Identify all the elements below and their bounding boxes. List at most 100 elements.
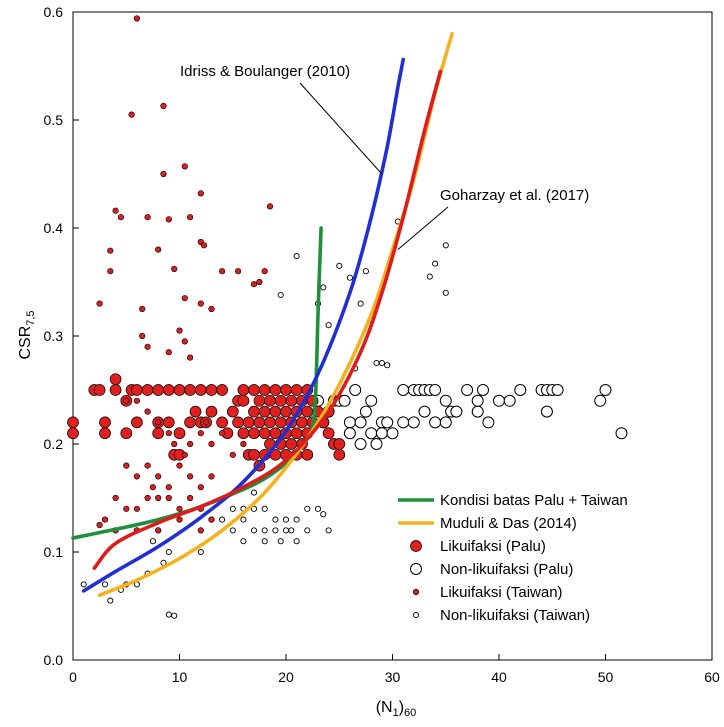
data-point bbox=[181, 295, 188, 302]
data-point bbox=[266, 203, 274, 210]
data-point bbox=[237, 384, 250, 396]
x-tick-label: 60 bbox=[704, 669, 720, 685]
data-point bbox=[144, 494, 151, 502]
curve-muduli-das-2014- bbox=[97, 31, 454, 597]
data-point bbox=[165, 430, 172, 437]
data-point bbox=[242, 416, 255, 429]
data-point bbox=[120, 427, 133, 440]
data-point bbox=[173, 427, 186, 440]
data-point bbox=[123, 505, 130, 512]
data-point bbox=[107, 597, 114, 604]
data-point bbox=[426, 273, 433, 280]
legend-item: Likuifaksi (Palu) bbox=[410, 538, 546, 555]
data-point bbox=[112, 207, 119, 214]
data-point bbox=[139, 332, 146, 340]
data-point bbox=[269, 384, 282, 396]
annotation-leader-line bbox=[397, 206, 449, 250]
data-point bbox=[333, 438, 346, 450]
x-tick-label: 50 bbox=[598, 669, 614, 685]
x-axis-title: (N1)60 bbox=[376, 699, 417, 719]
data-point bbox=[133, 505, 140, 512]
data-point bbox=[101, 581, 109, 588]
data-point bbox=[264, 416, 276, 429]
data-point bbox=[471, 405, 484, 418]
data-point bbox=[109, 373, 122, 386]
data-point bbox=[429, 416, 442, 429]
data-point bbox=[250, 527, 258, 534]
data-point bbox=[187, 473, 194, 480]
data-point bbox=[197, 300, 204, 307]
data-point bbox=[109, 384, 122, 396]
data-point bbox=[216, 416, 228, 429]
data-point bbox=[205, 384, 218, 396]
data-point bbox=[208, 440, 215, 448]
data-point bbox=[477, 384, 489, 396]
data-point bbox=[325, 527, 332, 534]
data-point bbox=[280, 405, 292, 418]
data-point bbox=[155, 246, 162, 253]
data-point bbox=[155, 473, 162, 480]
data-point bbox=[101, 516, 109, 523]
data-point bbox=[471, 394, 484, 407]
axes-layer: 0 10 20 30 40 50 60 0.0 0.1 0.2 0.3 0.4 0.5 0.6 bbox=[44, 4, 720, 685]
data-point bbox=[293, 253, 300, 260]
legend-item: Kondisi batas Palu + Taiwan bbox=[398, 492, 628, 509]
data-point bbox=[493, 394, 505, 407]
data-point bbox=[264, 394, 276, 407]
data-point bbox=[240, 516, 247, 523]
legend-swatch-marker bbox=[412, 611, 420, 619]
data-point bbox=[184, 416, 196, 429]
data-point bbox=[362, 268, 369, 275]
data-point bbox=[277, 291, 284, 299]
data-point bbox=[162, 384, 175, 396]
data-point bbox=[194, 384, 207, 396]
data-point bbox=[232, 416, 244, 429]
data-point bbox=[144, 343, 151, 350]
data-point bbox=[208, 473, 215, 480]
data-point bbox=[450, 405, 463, 418]
data-point bbox=[442, 289, 449, 296]
x-axis-title-sub2: 60 bbox=[404, 707, 416, 719]
data-point bbox=[338, 394, 351, 407]
x-tick-label: 30 bbox=[385, 669, 401, 685]
data-point bbox=[439, 394, 452, 407]
legend-item: Non-likuifaksi (Taiwan) bbox=[412, 607, 590, 624]
data-point bbox=[261, 538, 268, 545]
data-point bbox=[237, 394, 250, 407]
data-point bbox=[320, 511, 327, 518]
curves-layer bbox=[71, 31, 454, 597]
data-point bbox=[253, 416, 266, 429]
data-point bbox=[418, 405, 431, 418]
data-point bbox=[429, 384, 442, 396]
x-tick-label: 20 bbox=[278, 669, 294, 685]
data-point bbox=[274, 416, 287, 429]
data-point bbox=[173, 384, 186, 396]
x-tick-label: 0 bbox=[69, 669, 77, 685]
data-point bbox=[285, 438, 298, 450]
data-point bbox=[144, 214, 151, 221]
data-point bbox=[165, 548, 172, 556]
data-point bbox=[280, 384, 292, 396]
data-point bbox=[237, 427, 250, 440]
data-point bbox=[370, 438, 383, 450]
data-point bbox=[386, 427, 399, 440]
data-point bbox=[594, 394, 607, 407]
data-point bbox=[112, 494, 119, 502]
data-point bbox=[336, 262, 343, 269]
legend-label: Kondisi batas Palu + Taiwan bbox=[440, 492, 628, 509]
annotation-label: Goharzay et al. (2017) bbox=[440, 187, 589, 204]
data-point bbox=[144, 408, 151, 415]
legend-label: Muduli & Das (2014) bbox=[440, 515, 577, 532]
series-likuifaksi-taiwan- bbox=[96, 15, 274, 534]
data-point bbox=[248, 384, 260, 396]
data-point bbox=[208, 305, 215, 313]
data-point bbox=[365, 427, 378, 440]
data-point bbox=[203, 419, 210, 426]
data-point bbox=[187, 494, 194, 502]
data-point bbox=[165, 484, 172, 491]
y-tick-label: 0.1 bbox=[44, 544, 64, 560]
x-tick-label: 40 bbox=[491, 669, 507, 685]
annotation-label: Idriss & Boulanger (2010) bbox=[180, 63, 350, 80]
data-point bbox=[290, 427, 303, 440]
